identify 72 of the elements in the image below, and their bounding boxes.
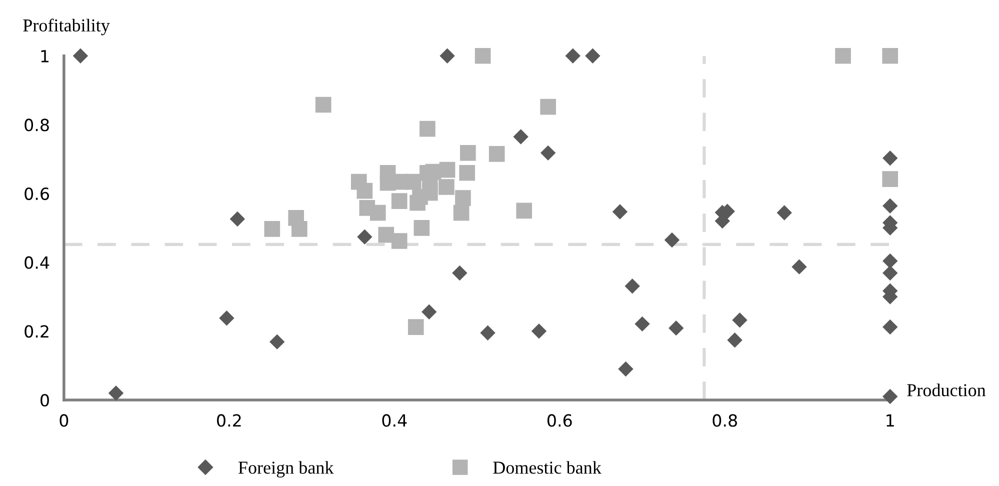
point (264, 221, 280, 237)
point (882, 388, 898, 404)
y-tick-label: 0 (40, 394, 49, 407)
x-axis-title: Production (907, 384, 986, 396)
point (513, 129, 528, 144)
point (315, 96, 332, 113)
point (219, 310, 234, 326)
point (452, 265, 468, 281)
point (792, 259, 807, 274)
point (624, 278, 640, 294)
point (882, 253, 898, 269)
point (291, 221, 308, 237)
point (370, 204, 386, 221)
point (455, 190, 471, 206)
point (391, 233, 408, 249)
point (356, 182, 373, 199)
point (882, 319, 898, 335)
point (438, 179, 454, 195)
point (612, 204, 628, 220)
point (421, 304, 437, 320)
point (459, 164, 476, 181)
point (408, 319, 424, 335)
point (72, 48, 88, 64)
point (439, 162, 456, 178)
x-tick-label: 1 (886, 414, 894, 427)
x-tick-label: 0.2 (217, 414, 241, 427)
point (531, 324, 547, 339)
point (460, 145, 476, 161)
point (882, 150, 898, 166)
x-tick-label: 0.8 (712, 414, 737, 427)
point (776, 205, 792, 220)
legend-label: Foreign bank (238, 461, 334, 478)
point (410, 194, 426, 211)
point (882, 171, 898, 187)
point (540, 98, 556, 115)
point (585, 48, 600, 64)
point (474, 48, 491, 64)
point (453, 204, 470, 221)
point (405, 174, 422, 190)
point (727, 332, 742, 348)
point (618, 361, 634, 377)
y-tick-label: 1 (41, 50, 49, 62)
point (414, 220, 430, 236)
point (108, 385, 124, 401)
point (230, 211, 246, 227)
point (835, 48, 851, 64)
y-tick-label: 0.4 (24, 256, 50, 269)
point (516, 202, 532, 219)
point (882, 48, 898, 64)
point (732, 312, 748, 328)
point (634, 316, 650, 332)
point (488, 146, 505, 162)
point (668, 320, 684, 336)
y-tick-label: 0.2 (24, 325, 48, 338)
point (882, 265, 898, 281)
point (565, 48, 580, 64)
point (420, 120, 436, 137)
x-tick-label: 0 (60, 414, 68, 427)
y-axis-title: Profitability (23, 18, 110, 36)
point (480, 325, 496, 340)
point (882, 198, 898, 214)
y-tick-label: 0.8 (24, 118, 49, 132)
x-tick-label: 0.4 (382, 414, 407, 427)
y-tick-label: 0.6 (24, 187, 49, 200)
point (540, 145, 556, 161)
legend-label: Domestic bank (493, 461, 602, 474)
x-tick-label: 0.6 (547, 414, 572, 427)
point (391, 193, 408, 210)
point (440, 48, 455, 64)
point (357, 229, 372, 244)
point (269, 334, 285, 350)
point (664, 232, 680, 248)
